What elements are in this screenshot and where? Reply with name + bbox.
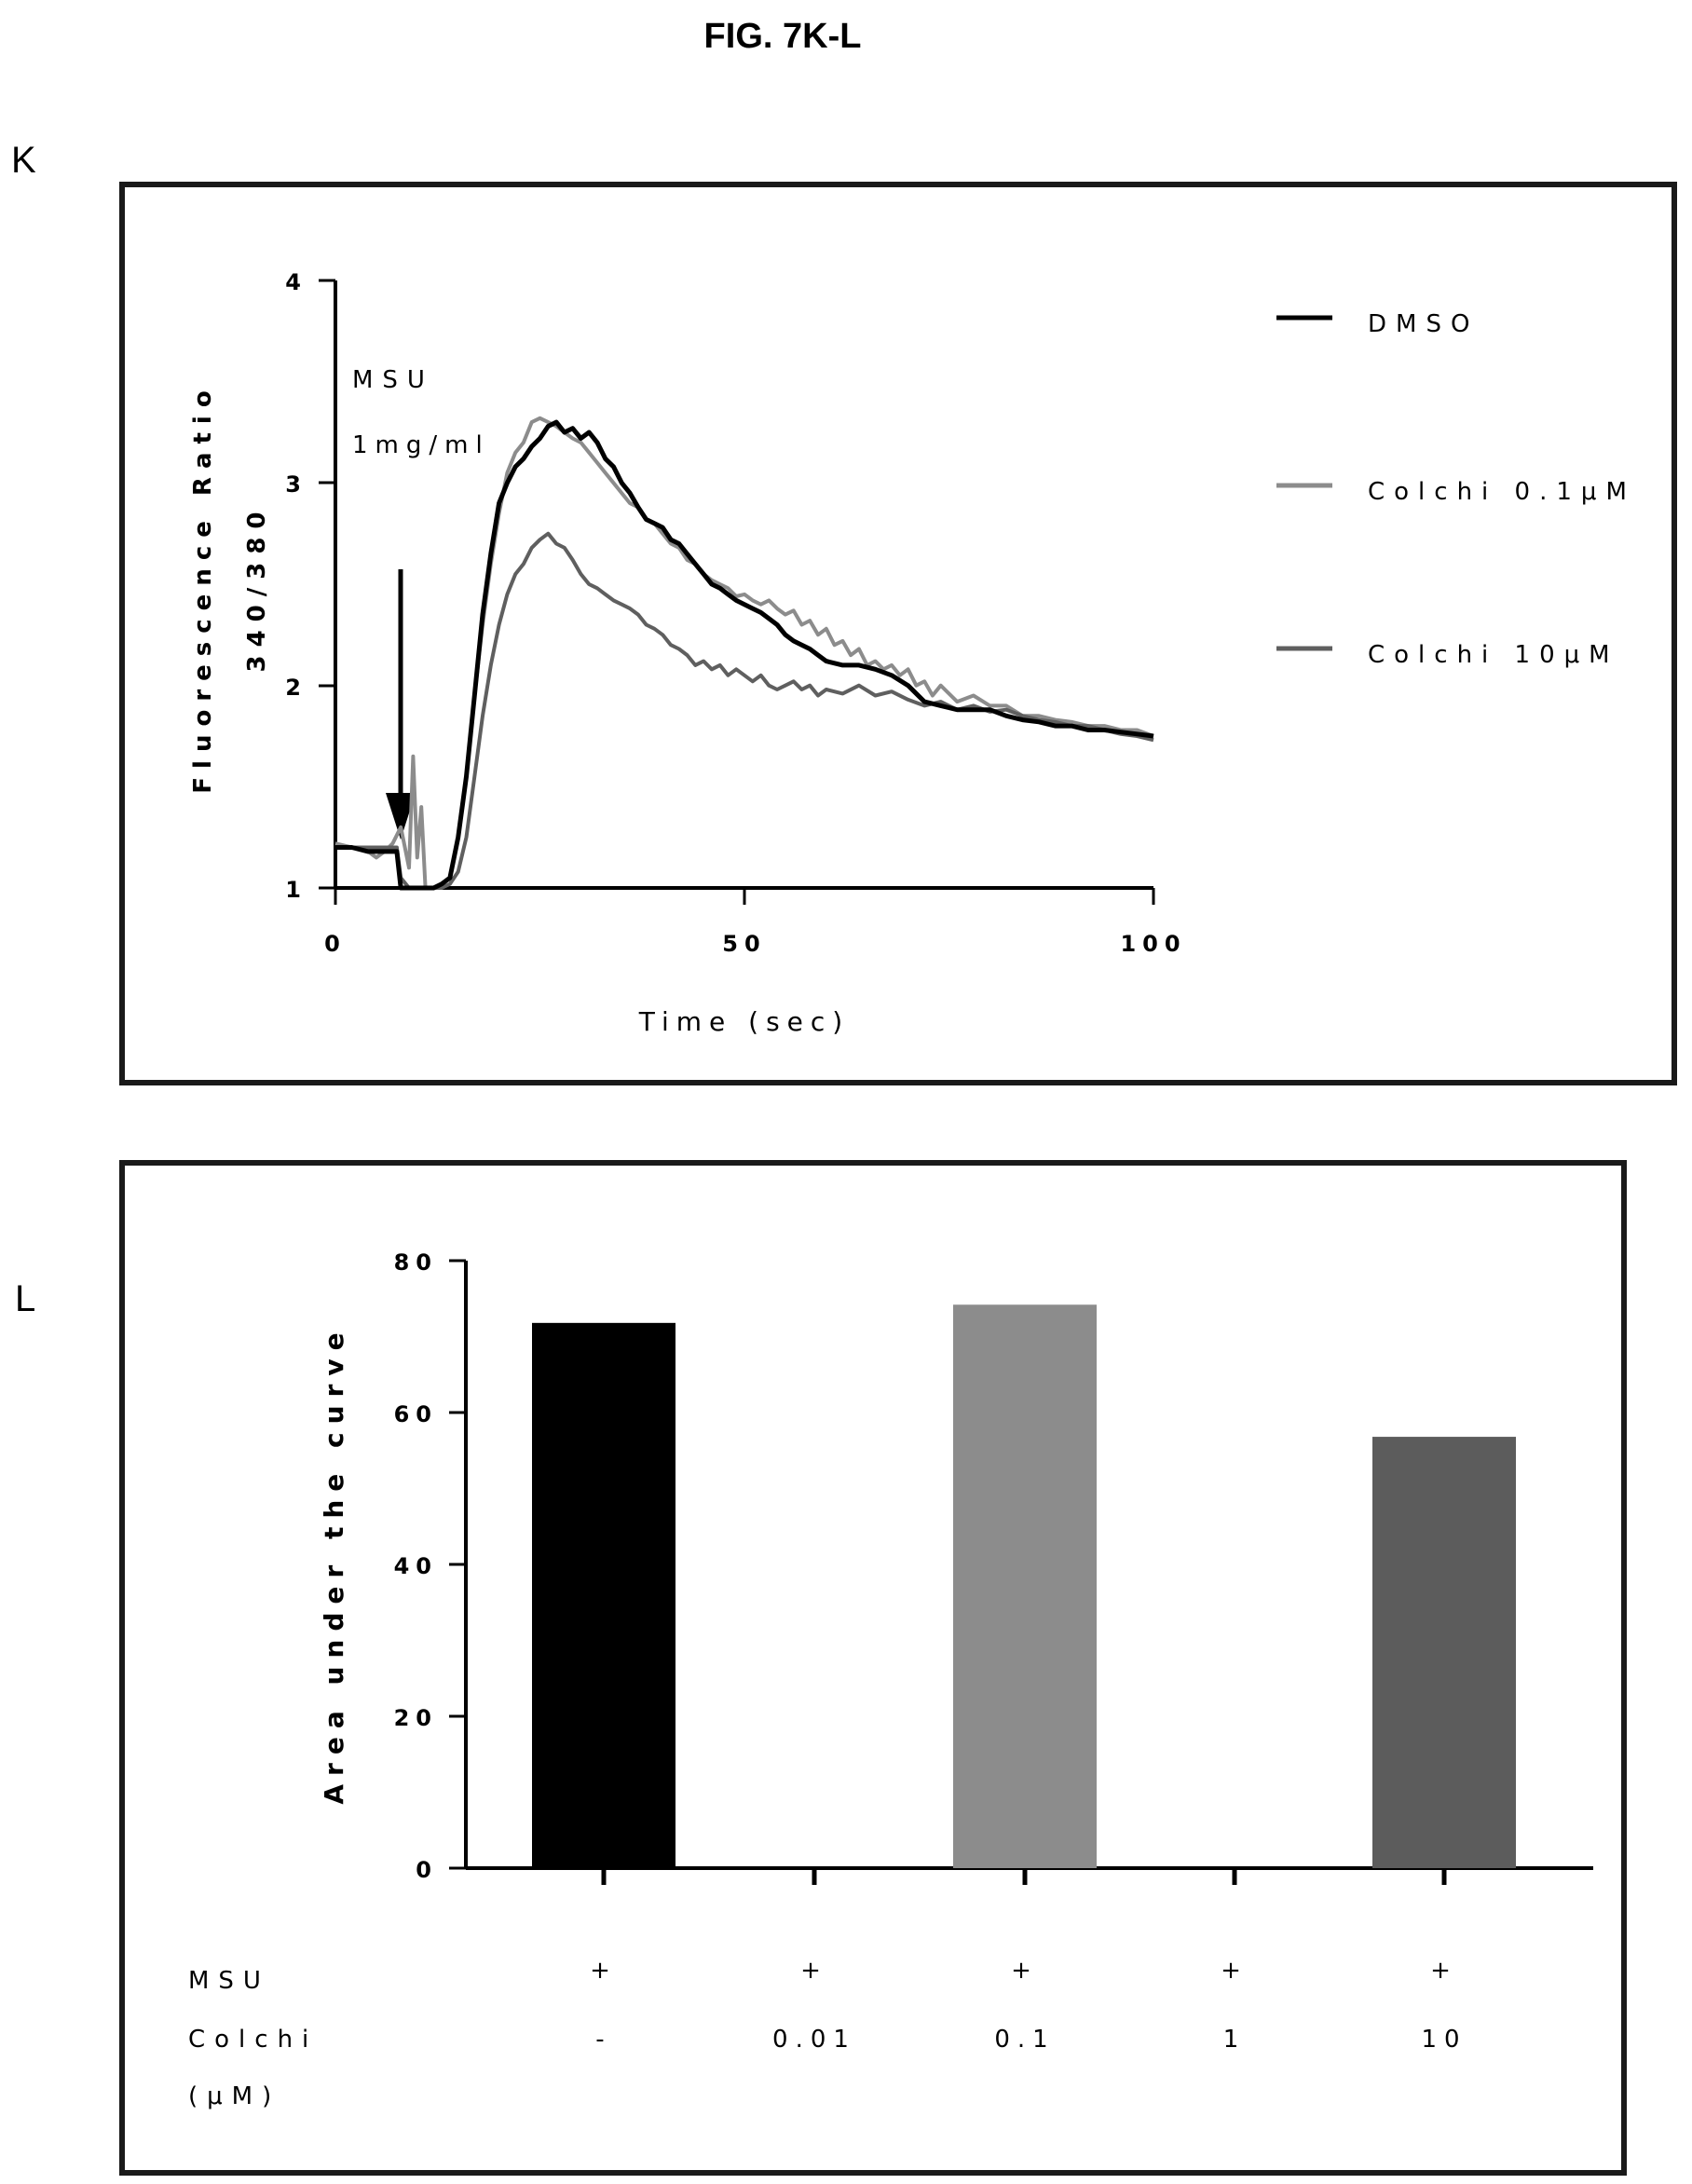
x-tick-label-100: 100 <box>1120 931 1186 957</box>
panel-label-l: L <box>15 1278 36 1319</box>
colchi-row-value: 0.01 <box>772 2026 856 2054</box>
y-tick-label-0: 0 <box>416 1857 438 1883</box>
msu-concentration-annotation: 1mg/ml <box>352 431 490 459</box>
series-line-colchi-10 <box>335 531 1154 890</box>
line-chart-k-legend: DMSO Colchi 0.1μM Colchi 10μM <box>1276 310 1636 669</box>
y-tick-label-20: 20 <box>394 1705 438 1731</box>
row-label-colchi: Colchi <box>188 2026 318 2054</box>
bar-chart-l-bars <box>532 1304 1516 1868</box>
y-tick-label-40: 40 <box>394 1553 438 1579</box>
colchi-row-value: 10 <box>1421 2026 1467 2054</box>
legend-label-colchi-10: Colchi 10μM <box>1368 641 1619 669</box>
x-axis-title: Time (sec) <box>638 1006 850 1037</box>
panel-k-frame: 1 2 3 4 0 50 100 Time (sec) Fluorescence… <box>119 182 1677 1085</box>
msu-row-value: + <box>1430 1957 1458 1985</box>
x-tick-label-50: 50 <box>722 931 766 957</box>
msu-annotation: MSU <box>352 366 434 394</box>
y-tick-label-1: 1 <box>285 877 307 903</box>
legend-label-dmso: DMSO <box>1368 310 1479 338</box>
series-line-dmso <box>335 419 1154 891</box>
msu-arrow-head <box>386 793 416 839</box>
y-tick-label-2: 2 <box>285 675 307 701</box>
row-label-msu: MSU <box>188 1967 270 1995</box>
colchi-row-value: - <box>595 2026 611 2054</box>
line-chart-k-series <box>334 416 1154 891</box>
figure-title: FIG. 7K-L <box>703 17 862 56</box>
msu-row-value: + <box>1011 1957 1039 1985</box>
line-chart-k: 1 2 3 4 0 50 100 Time (sec) Fluorescence… <box>189 269 1636 1037</box>
bar-chart-l: 0 20 40 60 80 Area under the curve MSU C… <box>188 1249 1593 2110</box>
y-tick-label-80: 80 <box>394 1249 438 1276</box>
series-line-colchi-0-1 <box>334 416 1154 890</box>
x-tick-label-0: 0 <box>324 931 347 957</box>
bar-0.1 <box>953 1304 1097 1868</box>
panel-label-k: K <box>11 140 36 181</box>
line-chart-k-axes <box>319 279 1155 905</box>
msu-row-value: + <box>1221 1957 1249 1985</box>
y-tick-label-60: 60 <box>394 1401 438 1427</box>
msu-row-value: + <box>590 1957 618 1985</box>
bar-10 <box>1372 1437 1516 1868</box>
legend-label-colchi-0-1: Colchi 0.1μM <box>1368 478 1636 506</box>
y-axis-title: Area under the curve <box>319 1324 349 1804</box>
bar-- <box>532 1322 675 1868</box>
y-tick-label-3: 3 <box>285 471 307 498</box>
panel-l-frame: 0 20 40 60 80 Area under the curve MSU C… <box>119 1160 1627 2176</box>
colchi-row-value: 1 <box>1223 2026 1247 2054</box>
row-label-unit: (μM) <box>188 2082 280 2110</box>
y-axis-title: Fluorescence Ratio <box>189 382 217 793</box>
colchi-row-value: 0.1 <box>994 2026 1055 2054</box>
y-axis-title-ratio: 340/380 <box>243 503 271 672</box>
y-tick-label-4: 4 <box>285 269 307 295</box>
msu-row-value: + <box>800 1957 828 1985</box>
